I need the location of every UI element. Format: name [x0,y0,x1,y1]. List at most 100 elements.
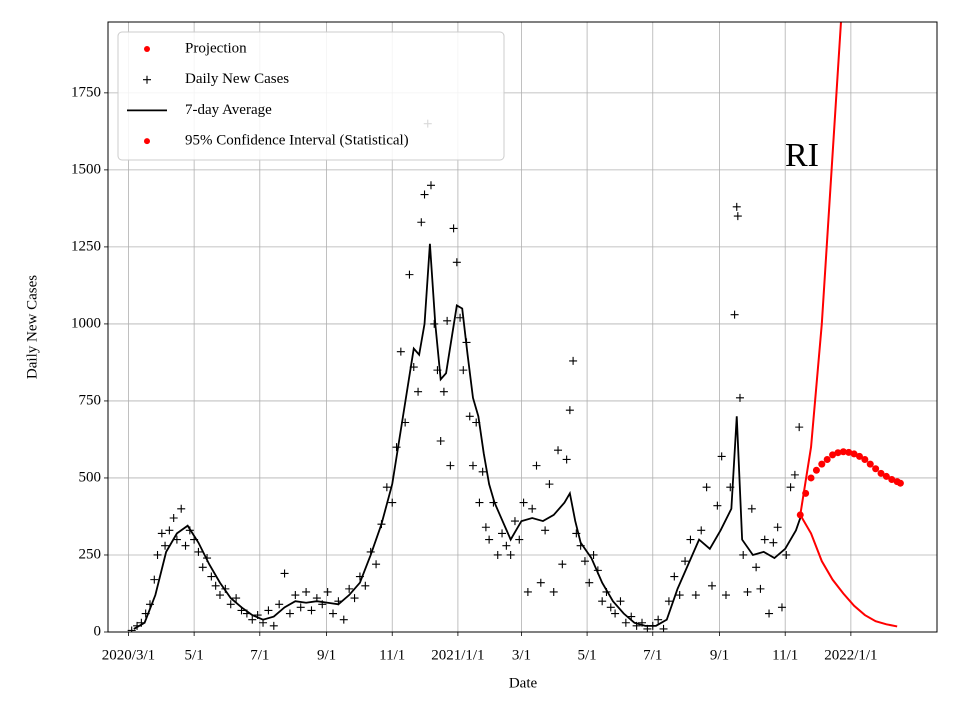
x-tick-label: 11/1 [772,647,798,663]
case-marker [264,606,273,615]
case-marker [576,541,585,550]
case-marker [654,615,663,624]
case-marker [743,587,752,596]
case-marker [446,461,455,470]
x-tick-label: 2020/3/1 [102,647,155,663]
case-marker [237,606,246,615]
x-tick-label: 9/1 [317,647,336,663]
case-marker [203,554,212,563]
case-marker [510,517,519,526]
case-marker [430,319,439,328]
case-marker [133,621,142,630]
case-marker [181,541,190,550]
projection-point [877,469,885,477]
x-tick-label: 11/1 [379,647,405,663]
ticks: 0 250 500 750 1000 1250 1500 1750 2020/3/1 5/1 7/1… [71,84,878,663]
projection-point [845,448,853,456]
projection-point [855,452,863,460]
case-marker [452,258,461,267]
case-marker [409,363,418,372]
case-marker [275,600,284,609]
average-line [133,243,803,630]
case-marker [545,480,554,489]
projection-point [882,472,890,480]
y-tick-label: 1000 [71,315,101,331]
case-marker [632,621,641,630]
case-marker [717,452,726,461]
case-marker [519,498,528,507]
x-tick-label: 5/1 [185,647,204,663]
case-marker [707,581,716,590]
case-marker [296,603,305,612]
case-marker [396,347,405,356]
case-marker [681,557,690,566]
case-marker [485,535,494,544]
case-marker [355,572,364,581]
case-marker [702,483,711,492]
case-marker [388,498,397,507]
x-tick-label: 5/1 [578,647,597,663]
projection-point [850,450,858,458]
case-marker [627,612,636,621]
legend-marker [144,138,150,145]
case-marker [253,611,262,620]
annotation: RI [785,137,819,174]
case-marker [172,535,181,544]
legend-label: Projection [185,40,247,56]
case-marker [285,609,294,618]
case-marker [589,550,598,559]
case-marker [366,547,375,556]
case-marker [735,393,744,402]
case-marker [334,597,343,606]
case-marker [713,501,722,510]
case-marker [439,387,448,396]
case-marker [611,609,620,618]
case-marker [569,356,578,365]
case-marker [392,443,401,452]
case-marker [472,418,481,427]
case-marker [549,587,558,596]
projection-point [861,455,869,463]
case-marker [528,504,537,513]
case-marker [127,626,136,632]
case-marker [420,190,429,199]
case-marker [732,202,741,211]
case-marker [449,224,458,233]
case-marker [318,600,327,609]
case-marker [339,615,348,624]
case-marker [498,529,507,538]
case-marker [565,406,574,415]
case-marker [777,603,786,612]
case-marker [765,609,774,618]
case-marker [161,541,170,550]
ci-lower-line [799,514,898,628]
x-tick-label: 7/1 [250,647,269,663]
projection-point [823,455,831,463]
legend-label: Daily New Cases [185,71,289,87]
x-tick-label: 2021/1/1 [431,647,484,663]
x-axis-label: Date [509,675,538,691]
case-marker [323,587,332,596]
case-marker [436,436,445,445]
case-marker [773,523,782,532]
case-marker [691,591,700,600]
case-marker [459,366,468,375]
case-marker [405,270,414,279]
case-marker [554,446,563,455]
case-marker [350,594,359,603]
case-marker [502,541,511,550]
case-marker [269,621,278,630]
case-marker [221,584,230,593]
case-marker [481,523,490,532]
y-tick-label: 0 [94,623,102,639]
case-marker [648,621,657,630]
case-marker [739,550,748,559]
case-marker [593,566,602,575]
legend: Projection Daily New Cases 7-day Average 95… [117,31,505,161]
projection-point [807,474,815,482]
x-tick-label: 2022/1/1 [824,647,877,663]
case-marker [747,504,756,513]
case-marker [790,470,799,479]
case-marker [536,578,545,587]
axes-frame [107,21,938,633]
